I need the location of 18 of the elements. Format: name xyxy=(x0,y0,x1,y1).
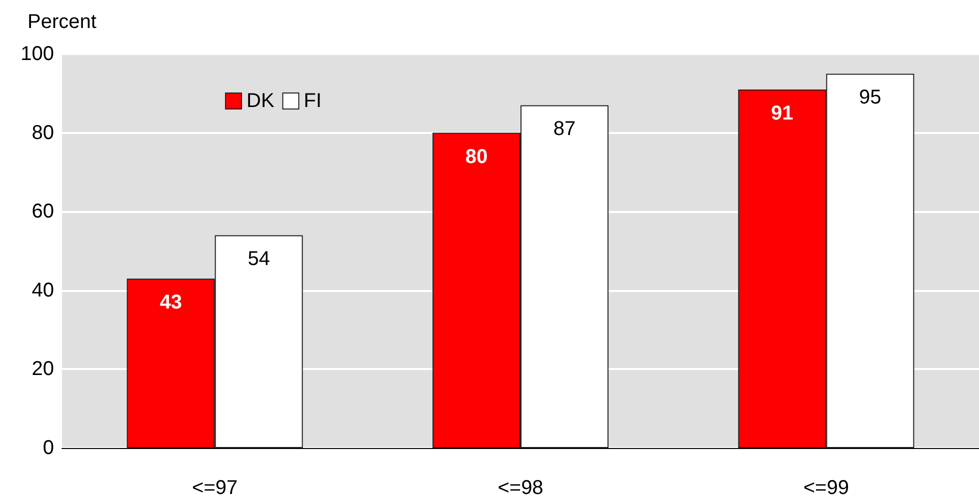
data-label: 95 xyxy=(859,86,882,109)
y-axis-title: Percent xyxy=(28,11,97,33)
y-tick-label: 20 xyxy=(32,358,54,380)
y-tick-label: 80 xyxy=(32,122,54,144)
legend-label: FI xyxy=(304,90,322,112)
data-label: 43 xyxy=(160,292,182,314)
x-tick-label: <=97 xyxy=(192,477,238,498)
data-label: 87 xyxy=(553,118,576,140)
data-label: 80 xyxy=(465,146,488,168)
legend-label: DK xyxy=(246,90,275,112)
y-tick-label: 40 xyxy=(32,279,54,302)
y-tick-label: 100 xyxy=(20,43,54,65)
data-label: 54 xyxy=(248,248,270,270)
data-label: 91 xyxy=(771,102,794,124)
x-tick-label: <=99 xyxy=(803,477,849,498)
y-tick-label: 0 xyxy=(42,437,54,459)
x-tick-label: <=98 xyxy=(498,477,544,498)
y-tick-label: 60 xyxy=(32,200,54,223)
